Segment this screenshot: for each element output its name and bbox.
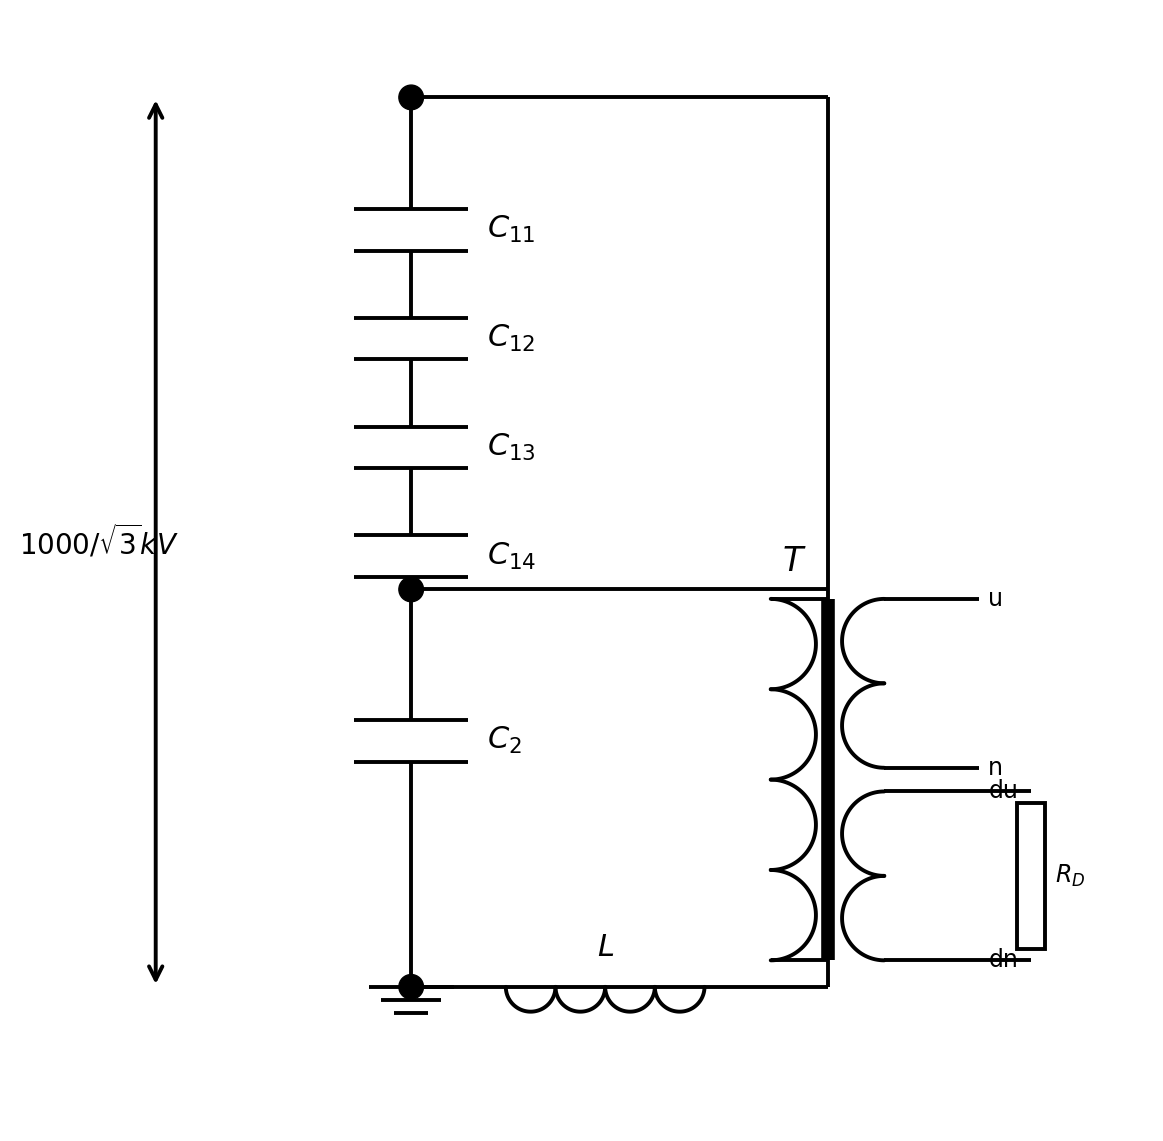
Circle shape (399, 577, 423, 601)
Circle shape (399, 974, 423, 1000)
Circle shape (399, 86, 423, 110)
Text: dn: dn (989, 948, 1019, 972)
Text: n: n (989, 755, 1004, 779)
Text: $C_{12}$: $C_{12}$ (487, 323, 535, 354)
Text: u: u (989, 586, 1004, 610)
Text: $C_{11}$: $C_{11}$ (487, 215, 535, 245)
Text: $C_{13}$: $C_{13}$ (487, 432, 536, 463)
Text: $T$: $T$ (782, 544, 807, 577)
Bar (1016, 803, 1046, 949)
Text: du: du (989, 779, 1019, 803)
Text: $C_{14}$: $C_{14}$ (487, 541, 536, 572)
Text: $R_D$: $R_D$ (1055, 863, 1085, 889)
Text: $1000/\sqrt{3}kV$: $1000/\sqrt{3}kV$ (19, 524, 178, 561)
Text: $L$: $L$ (597, 932, 614, 962)
Text: $C_2$: $C_2$ (487, 726, 522, 756)
